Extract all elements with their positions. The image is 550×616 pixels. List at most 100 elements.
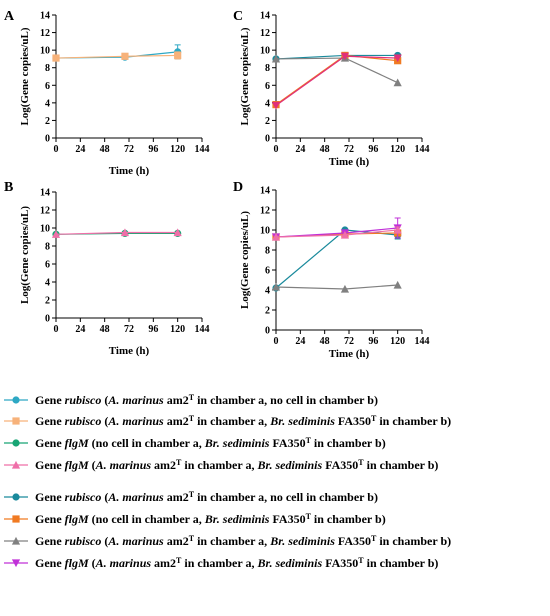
legend-item: Gene rubisco (A. marinus am2T in chamber… [4, 490, 378, 505]
y-tick-label: 0 [45, 314, 50, 325]
series-rubisco_a_b [52, 51, 182, 62]
x-tick-label: 72 [124, 144, 134, 155]
y-tick-label: 6 [265, 266, 270, 277]
data-point [120, 228, 130, 237]
y-tick-label: 8 [265, 63, 270, 74]
y-tick-label: 4 [45, 278, 50, 289]
panel-letter: A [4, 9, 15, 24]
data-point [121, 52, 129, 60]
y-axis-title: Log(Gene copies/uL) [19, 206, 31, 304]
panel-letter: D [233, 180, 243, 195]
y-tick-label: 2 [45, 116, 50, 127]
x-tick-label: 72 [124, 324, 134, 335]
x-tick-label: 144 [195, 324, 210, 335]
legend-label: Gene flgM (A. marinus am2T in chamber a,… [35, 458, 438, 473]
x-axis-title: Time (h) [109, 345, 150, 357]
data-point [393, 280, 402, 289]
x-axis-title: Time (h) [329, 348, 370, 360]
data-point [271, 282, 281, 291]
y-tick-label: 8 [45, 63, 50, 74]
legend-marker [11, 536, 21, 545]
axis-lines [55, 15, 202, 139]
x-tick-label: 120 [170, 324, 185, 335]
y-tick-label: 0 [265, 134, 270, 145]
x-tick-label: 120 [170, 144, 185, 155]
x-tick-label: 72 [344, 336, 354, 347]
x-tick-label: 120 [390, 144, 405, 155]
axis-lines [275, 190, 422, 331]
x-tick-label: 48 [100, 324, 110, 335]
legend-marker [12, 439, 20, 447]
x-tick-label: 96 [148, 324, 158, 335]
series-flgm_a_b_pink_d [271, 225, 402, 241]
y-axis-title: Log(Gene copies/uL) [19, 27, 31, 125]
y-tick-label: 8 [45, 242, 50, 253]
x-tick-label: 144 [195, 144, 210, 155]
legend-item: Gene flgM (A. marinus am2T in chamber a,… [4, 458, 438, 473]
y-tick-label: 4 [265, 286, 270, 297]
x-tick-label: 144 [415, 336, 430, 347]
legend-marker [12, 515, 20, 523]
legend-marker [12, 493, 20, 501]
x-tick-label: 48 [320, 144, 330, 155]
y-tick-label: 8 [265, 246, 270, 257]
legend-label: Gene rubisco (A. marinus am2T in chamber… [35, 490, 378, 505]
data-point [393, 54, 402, 63]
y-tick-label: 10 [40, 224, 50, 235]
data-point [271, 54, 281, 63]
legend-item: Gene rubisco (A. marinus am2T in chamber… [4, 414, 451, 429]
x-tick-label: 0 [274, 144, 279, 155]
x-axis-title: Time (h) [329, 156, 370, 168]
x-tick-label: 0 [54, 144, 59, 155]
x-tick-label: 48 [320, 336, 330, 347]
series-rubisco_a_only [52, 44, 182, 62]
x-tick-label: 96 [148, 144, 158, 155]
y-axis-title: Log(Gene copies/uL) [239, 211, 251, 309]
axis-lines [55, 192, 202, 319]
x-tick-label: 24 [295, 144, 305, 155]
y-tick-label: 0 [265, 326, 270, 337]
legend-label: Gene rubisco (A. marinus am2T in chamber… [35, 414, 451, 429]
legend-item: Gene rubisco (A. marinus am2T in chamber… [4, 393, 378, 408]
series-line [275, 229, 398, 289]
series-flgm_a_b_2 [271, 52, 402, 110]
panel-letter: C [233, 9, 243, 24]
data-point [173, 228, 182, 237]
series-line [275, 55, 398, 106]
y-tick-label: 6 [45, 81, 50, 92]
y-tick-label: 4 [265, 98, 270, 109]
data-point [393, 78, 402, 87]
series-flgm_a_b_pink [51, 228, 182, 238]
y-tick-label: 4 [45, 98, 50, 109]
data-point [393, 225, 402, 234]
x-tick-label: 24 [75, 324, 85, 335]
axis-lines [275, 15, 422, 139]
y-tick-label: 14 [40, 11, 50, 22]
legend-item: Gene flgM (no cell in chamber a, Br. sed… [4, 436, 386, 450]
legend-label: Gene flgM (no cell in chamber a, Br. sed… [35, 512, 386, 527]
series-flgm_a_b_2 [271, 217, 402, 242]
x-tick-label: 96 [368, 144, 378, 155]
legend-marker [12, 417, 20, 425]
series-flgm_b_only_2 [272, 51, 402, 109]
legend-marker [11, 559, 21, 568]
x-tick-label: 24 [295, 336, 305, 347]
x-tick-label: 0 [274, 336, 279, 347]
data-point [340, 230, 350, 239]
x-tick-label: 48 [100, 144, 110, 155]
legend-item: Gene flgM (no cell in chamber a, Br. sed… [4, 512, 386, 527]
y-tick-label: 10 [40, 46, 50, 57]
legend-label: Gene rubisco (A. marinus am2T in chamber… [35, 393, 378, 408]
x-tick-label: 72 [344, 144, 354, 155]
data-point [52, 54, 60, 62]
legend-item: Gene flgM (A. marinus am2T in chamber a,… [4, 556, 438, 570]
y-tick-label: 12 [260, 28, 270, 39]
legend-marker [11, 460, 21, 469]
data-point [271, 101, 281, 110]
y-tick-label: 6 [265, 81, 270, 92]
legend: Gene rubisco (A. marinus am2T in chamber… [4, 393, 451, 570]
legend-marker [12, 396, 20, 404]
